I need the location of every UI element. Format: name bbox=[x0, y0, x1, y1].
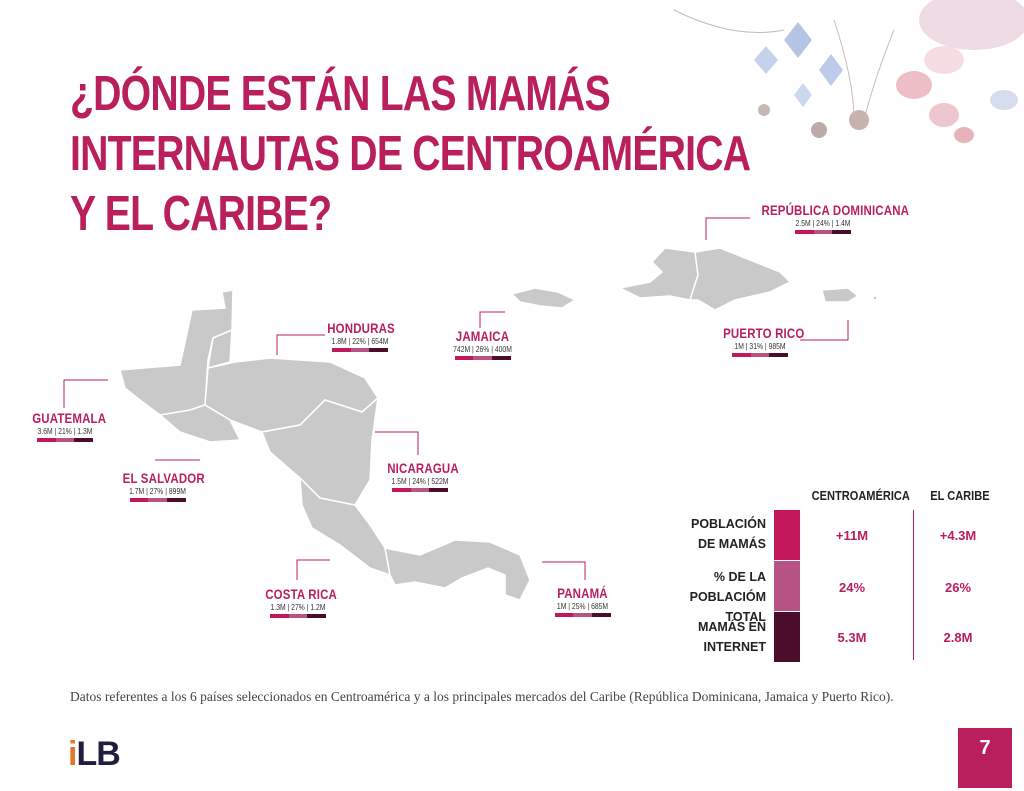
country-name: HONDURAS bbox=[327, 320, 395, 336]
leader-panama bbox=[542, 561, 586, 580]
leader-nicaragua bbox=[375, 431, 419, 455]
floral-decoration bbox=[673, 0, 1024, 143]
label-panama: PANAMÁ 1M | 25% | 685M bbox=[545, 585, 620, 617]
label-el-salvador: EL SALVADOR 1.7M | 27% | 899M bbox=[115, 470, 205, 502]
leader-honduras bbox=[276, 334, 325, 355]
country-stats: 1.7M | 27% | 899M bbox=[129, 487, 186, 496]
ilb-logo: iLB bbox=[68, 735, 121, 774]
value-caribe-internet: 2.8M bbox=[943, 630, 973, 645]
country-name: PUERTO RICO bbox=[723, 325, 805, 341]
label-nicaragua: NICARAGUA 1.5M | 24% | 522M bbox=[380, 460, 460, 492]
dominican-republic-shape bbox=[688, 247, 792, 311]
page-number: 7 bbox=[958, 728, 1012, 788]
belize-shape bbox=[207, 328, 233, 370]
label-jamaica: JAMAICA 742M | 26% | 400M bbox=[445, 328, 520, 360]
title-line-3: Y EL CARIBE? bbox=[70, 187, 332, 241]
row-label-internet: MAMÁS EN INTERNET bbox=[697, 620, 766, 654]
value-caribe-porcentaje: 26% bbox=[944, 580, 972, 595]
footnote: Datos referentes a los 6 países seleccio… bbox=[70, 689, 894, 704]
country-stats: 1.5M | 24% | 522M bbox=[391, 477, 449, 486]
label-republica-dominicana: REPÚBLICA DOMINICANA 2.5M | 24% | 1.4M bbox=[748, 202, 910, 234]
puerto-rico-shape bbox=[821, 287, 860, 303]
title-line-1: ¿DÓNDE ESTÁN LAS MAMÁS bbox=[70, 67, 611, 121]
country-name: COSTA RICA bbox=[265, 586, 338, 602]
jamaica-shape bbox=[510, 287, 577, 309]
page-title: ¿DÓNDE ESTÁN LAS MAMÁS INTERNAUTAS DE CE… bbox=[70, 64, 751, 244]
country-name: EL SALVADOR bbox=[122, 470, 205, 486]
row-label-porcentaje: % DE LA POBLACIÓM TOTAL bbox=[689, 570, 766, 624]
country-name: REPÚBLICA DOMINICANA bbox=[761, 202, 910, 218]
leader-puerto-rico bbox=[800, 320, 849, 341]
label-puerto-rico: PUERTO RICO 1M | 31% | 985M bbox=[715, 325, 805, 357]
table-divider bbox=[913, 510, 914, 660]
country-stats: 1.8M | 22% | 654M bbox=[331, 337, 389, 346]
leader-costa-rica bbox=[296, 559, 330, 580]
label-guatemala: GUATEMALA 3.6M | 21% | 1.3M bbox=[25, 410, 107, 442]
label-costa-rica: COSTA RICA 1.3M | 27% | 1.2M bbox=[258, 586, 338, 618]
el-salvador-shape bbox=[158, 404, 242, 443]
country-name: GUATEMALA bbox=[32, 410, 107, 426]
country-stats: 3.6M | 21% | 1.3M bbox=[37, 427, 93, 436]
country-stats: 1.3M | 27% | 1.2M bbox=[270, 603, 326, 612]
nicaragua-shape bbox=[260, 396, 380, 506]
country-name: JAMAICA bbox=[455, 328, 510, 344]
country-stats: 1M | 25% | 685M bbox=[556, 602, 609, 611]
country-stats: 1M | 31% | 985M bbox=[734, 342, 786, 351]
row-swatch-poblacion bbox=[774, 510, 800, 560]
row-label-poblacion: POBLACIÓN DE MAMÁS bbox=[691, 517, 766, 551]
label-honduras: HONDURAS 1.8M | 22% | 654M bbox=[320, 320, 400, 352]
country-stats: 2.5M | 24% | 1.4M bbox=[795, 219, 851, 228]
logo-i: i bbox=[68, 735, 78, 773]
row-swatch-internet bbox=[774, 612, 800, 662]
row-swatch-porcentaje bbox=[774, 561, 800, 611]
table-header-centroamerica: CENTROAMÉRICA bbox=[811, 488, 910, 503]
value-centroamerica-poblacion: +11M bbox=[835, 528, 869, 543]
table-header-caribe: EL CARIBE bbox=[930, 488, 990, 503]
value-centroamerica-porcentaje: 24% bbox=[838, 580, 866, 595]
country-name: NICARAGUA bbox=[387, 460, 459, 476]
leader-guatemala bbox=[63, 379, 108, 408]
value-caribe-poblacion: +4.3M bbox=[939, 528, 977, 543]
logo-rest: LB bbox=[76, 735, 120, 773]
leader-jamaica bbox=[479, 311, 505, 328]
country-stats: 742M | 26% | 400M bbox=[453, 345, 512, 354]
haiti-shape bbox=[617, 247, 699, 301]
region-map bbox=[63, 217, 878, 601]
value-centroamerica-internet: 5.3M bbox=[837, 630, 867, 645]
title-line-2: INTERNAUTAS DE CENTROAMÉRICA bbox=[70, 127, 751, 181]
panama-shape bbox=[384, 539, 531, 601]
country-name: PANAMÁ bbox=[557, 585, 608, 601]
leader-rep-dom bbox=[705, 217, 750, 240]
